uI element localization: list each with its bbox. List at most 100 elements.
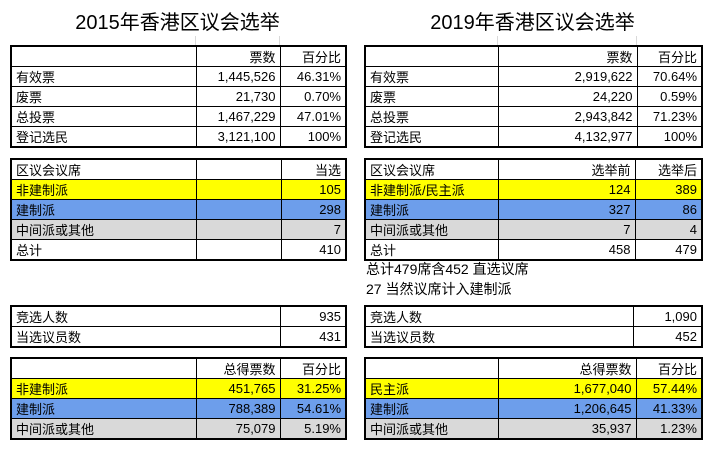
table-row-pro-establishment: 建制派 788,389 54.61% bbox=[10, 398, 347, 419]
row-label-cell: 非建制派 bbox=[10, 179, 197, 200]
gridline-stub bbox=[195, 36, 196, 45]
page-title-2019: 2019年香港区议会选举 bbox=[430, 12, 635, 34]
table-row-centrist: 中间派或其他 75,079 5.19% bbox=[10, 418, 347, 440]
table-row: 登记选民 3,121,100 100% bbox=[10, 126, 347, 148]
row-label-cell: 非建制派 bbox=[10, 378, 197, 399]
table-row: 废票 24,220 0.59% bbox=[364, 86, 703, 107]
votes-cell: 21,730 bbox=[195, 86, 281, 107]
elected-header-cell: 当选 bbox=[280, 158, 347, 180]
pct-cell: 0.59% bbox=[636, 86, 703, 107]
row-label-cell: 总计 bbox=[364, 239, 499, 261]
table-row-total: 总计 458 479 bbox=[364, 239, 703, 261]
empty-cell bbox=[10, 45, 197, 67]
table-row-total: 总计 410 bbox=[10, 239, 347, 261]
seats-table-2019: 区议会议席 选举前 选举后 非建制派/民主派 124 389 建制派 327 8… bbox=[364, 158, 703, 261]
votes-header-cell: 票数 bbox=[497, 45, 638, 67]
pct-cell: 31.25% bbox=[279, 378, 347, 399]
table-row: 有效票 1,445,526 46.31% bbox=[10, 66, 347, 87]
row-label-cell: 竞选人数 bbox=[10, 305, 281, 327]
table-row: 竞选人数 1,090 bbox=[364, 305, 703, 327]
gridline-stub bbox=[636, 36, 637, 45]
votes-cell: 75,079 bbox=[195, 418, 281, 440]
row-label-cell: 建制派 bbox=[364, 398, 499, 419]
camp-votes-table-2015: 总得票数 百分比 非建制派 451,765 31.25% 建制派 788,389… bbox=[10, 357, 347, 440]
votes-cell: 451,765 bbox=[195, 378, 281, 399]
table-row-pro-establishment: 建制派 298 bbox=[10, 199, 347, 220]
row-label-cell: 建制派 bbox=[364, 199, 499, 220]
row-label-cell: 当选议员数 bbox=[364, 326, 634, 348]
count-cell: 431 bbox=[279, 326, 347, 348]
table-row-centrist: 中间派或其他 7 4 bbox=[364, 219, 703, 240]
table-row-pro-establishment: 建制派 1,206,645 41.33% bbox=[364, 398, 703, 419]
row-label-cell: 竞选人数 bbox=[364, 305, 634, 327]
after-cell: 389 bbox=[634, 179, 703, 200]
empty-cell bbox=[195, 239, 282, 261]
empty-cell bbox=[195, 219, 282, 240]
pct-cell: 47.01% bbox=[279, 106, 347, 127]
table-header-row: 总得票数 百分比 bbox=[10, 357, 347, 379]
empty-cell bbox=[364, 45, 499, 67]
row-label-cell: 民主派 bbox=[364, 378, 499, 399]
table-header-row: 票数 百分比 bbox=[364, 45, 703, 67]
elected-cell: 7 bbox=[280, 219, 347, 240]
before-cell: 327 bbox=[497, 199, 636, 220]
table-row: 当选议员数 452 bbox=[364, 326, 703, 348]
row-label-cell: 非建制派/民主派 bbox=[364, 179, 499, 200]
table-row-pro-democracy: 民主派 1,677,040 57.44% bbox=[364, 378, 703, 399]
after-cell: 479 bbox=[634, 239, 703, 261]
before-cell: 458 bbox=[497, 239, 636, 261]
table-row: 竞选人数 935 bbox=[10, 305, 347, 327]
row-label-cell: 当选议员数 bbox=[10, 326, 281, 348]
votes-cell: 2,919,622 bbox=[497, 66, 638, 87]
turnout-table-2015: 票数 百分比 有效票 1,445,526 46.31% 废票 21,730 0.… bbox=[10, 45, 347, 148]
pct-cell: 57.44% bbox=[635, 378, 703, 399]
table-row: 有效票 2,919,622 70.64% bbox=[364, 66, 703, 87]
turnout-table-2019: 票数 百分比 有效票 2,919,622 70.64% 废票 24,220 0.… bbox=[364, 45, 703, 148]
before-cell: 124 bbox=[497, 179, 636, 200]
row-label-cell: 总投票 bbox=[10, 106, 197, 127]
row-label-cell: 建制派 bbox=[10, 199, 197, 220]
row-label-cell: 建制派 bbox=[10, 398, 197, 419]
table-row-pro-democracy: 非建制派 451,765 31.25% bbox=[10, 378, 347, 399]
elected-cell: 410 bbox=[280, 239, 347, 261]
table-row-pro-democracy: 非建制派/民主派 124 389 bbox=[364, 179, 703, 200]
before-header-cell: 选举前 bbox=[497, 158, 636, 180]
row-label-cell: 有效票 bbox=[364, 66, 499, 87]
elected-cell: 298 bbox=[280, 199, 347, 220]
row-label-cell: 登记选民 bbox=[10, 126, 197, 148]
table-header-row: 票数 百分比 bbox=[10, 45, 347, 67]
count-cell: 935 bbox=[279, 305, 347, 327]
pct-header-cell: 百分比 bbox=[279, 357, 347, 379]
gridline-stub bbox=[497, 36, 498, 45]
seats-note-2: 27 当然议席计入建制派 bbox=[366, 281, 512, 297]
row-label-cell: 中间派或其他 bbox=[10, 418, 197, 440]
votes-cell: 35,937 bbox=[497, 418, 637, 440]
table-row: 废票 21,730 0.70% bbox=[10, 86, 347, 107]
votes-cell: 24,220 bbox=[497, 86, 638, 107]
empty-cell bbox=[195, 179, 282, 200]
votes-cell: 3,121,100 bbox=[195, 126, 281, 148]
empty-cell bbox=[10, 357, 197, 379]
table-row: 总投票 2,943,842 71.23% bbox=[364, 106, 703, 127]
seats-note-1: 总计479席含452 直选议席 bbox=[366, 261, 529, 277]
after-cell: 4 bbox=[634, 219, 703, 240]
page-title-2015: 2015年香港区议会选举 bbox=[75, 12, 280, 34]
row-label-cell: 总计 bbox=[10, 239, 197, 261]
seats-table-2015: 区议会议席 当选 非建制派 105 建制派 298 中间派或其他 7 总计 41… bbox=[10, 158, 347, 261]
table-header-row: 总得票数 百分比 bbox=[364, 357, 703, 379]
pct-cell: 70.64% bbox=[636, 66, 703, 87]
pct-cell: 0.70% bbox=[279, 86, 347, 107]
pct-cell: 1.23% bbox=[635, 418, 703, 440]
pct-cell: 5.19% bbox=[279, 418, 347, 440]
empty-cell bbox=[195, 199, 282, 220]
count-cell: 452 bbox=[632, 326, 703, 348]
table-row-pro-democracy: 非建制派 105 bbox=[10, 179, 347, 200]
pct-cell: 54.61% bbox=[279, 398, 347, 419]
pct-cell: 71.23% bbox=[636, 106, 703, 127]
empty-cell bbox=[195, 158, 282, 180]
candidates-table-2015: 竞选人数 935 当选议员数 431 bbox=[10, 305, 347, 348]
table-row: 当选议员数 431 bbox=[10, 326, 347, 348]
row-label-cell: 登记选民 bbox=[364, 126, 499, 148]
table-row-pro-establishment: 建制派 327 86 bbox=[364, 199, 703, 220]
row-label-cell: 废票 bbox=[10, 86, 197, 107]
